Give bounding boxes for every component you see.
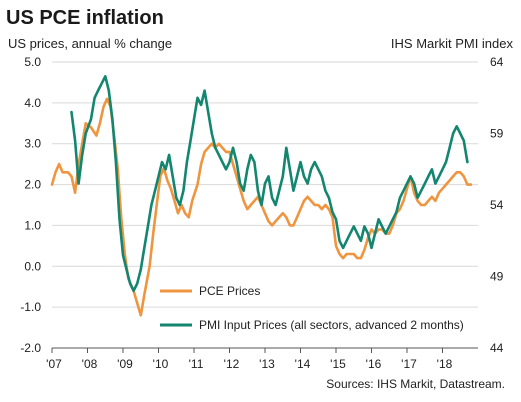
x-tick-label: '18 (437, 357, 453, 371)
x-tick-label: '16 (366, 357, 382, 371)
right-tick-label: 64 (490, 55, 504, 69)
right-axis-title: IHS Markit PMI index (391, 36, 514, 51)
left-tick-label: 1.0 (24, 218, 41, 232)
legend: PCE Prices PMI Input Prices (all sectors… (160, 284, 464, 332)
left-tick-label: -1.0 (20, 300, 41, 314)
left-axis-title: US prices, annual % change (8, 36, 172, 51)
right-tick-label: 59 (490, 127, 504, 141)
right-axis-ticks: 44 49 54 59 64 (490, 55, 504, 355)
chart-title: US PCE inflation (6, 7, 164, 29)
left-tick-label: 4.0 (24, 96, 41, 110)
x-tick-label: '07 (46, 357, 62, 371)
left-tick-label: 0.0 (24, 259, 41, 273)
left-tick-label: -2.0 (20, 341, 41, 355)
left-tick-label: 2.0 (24, 178, 41, 192)
series-lines (50, 75, 473, 317)
left-tick-label: 3.0 (24, 137, 41, 151)
x-tick-label: '09 (117, 357, 133, 371)
legend-label-pmi-input-prices: PMI Input Prices (all sectors, advanced … (199, 318, 464, 332)
x-tick-label: '08 (82, 357, 98, 371)
series-line-pce-prices (50, 97, 473, 317)
x-tick-label: '14 (295, 357, 311, 371)
x-tick-label: '10 (153, 357, 169, 371)
gridlines (52, 61, 478, 349)
left-axis-ticks: -2.0 -1.0 0.0 1.0 2.0 3.0 4.0 5.0 (20, 55, 41, 355)
right-tick-label: 44 (490, 341, 504, 355)
right-tick-label: 54 (490, 198, 504, 212)
x-tick-label: '12 (224, 357, 240, 371)
legend-label-pce-prices: PCE Prices (199, 284, 260, 298)
x-tick-label: '15 (330, 357, 346, 371)
right-tick-label: 49 (490, 270, 504, 284)
x-tick-label: '11 (189, 357, 204, 371)
source-note: Sources: IHS Markit, Datastream. (326, 377, 505, 391)
series-line-pmi-input-prices (70, 75, 469, 293)
x-axis-ticks: '07 '08 '09 '10 '11 '12 '13 '14 '15 '16 '17 '18 (46, 348, 453, 371)
x-tick-label: '17 (401, 357, 417, 371)
x-tick-label: '13 (259, 357, 275, 371)
left-tick-label: 5.0 (24, 55, 41, 69)
